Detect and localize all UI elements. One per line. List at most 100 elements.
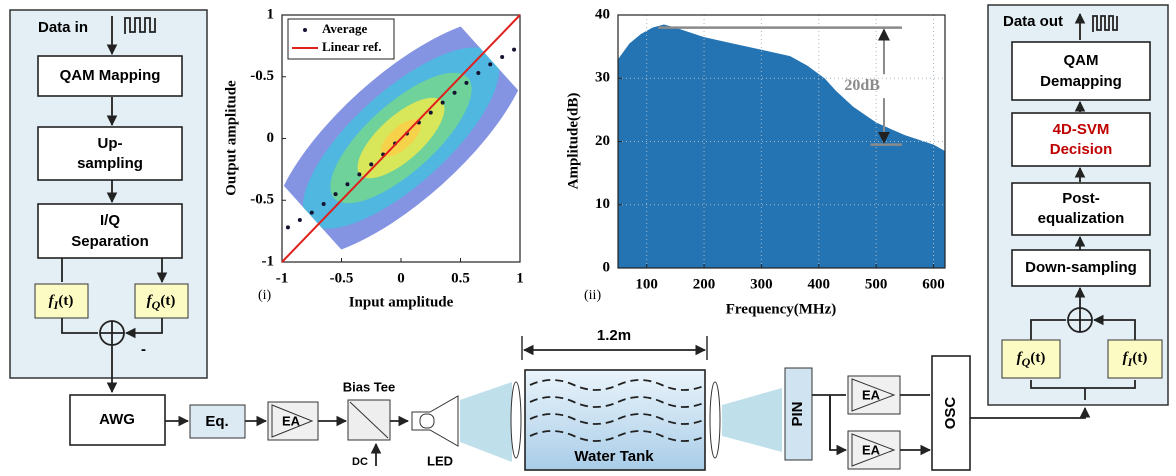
- x-tick-label: 500: [865, 276, 888, 292]
- average-point: [285, 225, 290, 230]
- legend-label: Average: [322, 21, 367, 36]
- block-label: Post-: [1062, 190, 1100, 207]
- tank-label: Water Tank: [574, 448, 654, 465]
- density-cloud: [271, 18, 531, 258]
- block-label: QAM Mapping: [60, 67, 161, 84]
- plot-frame: [281, 14, 521, 263]
- chart: 100 200 300 400 500 600 0 10 20 30 40 20dB: [595, 6, 946, 292]
- block-label: I/Q: [100, 212, 120, 229]
- f: f: [1123, 350, 1130, 366]
- block-label: Decision: [1050, 141, 1113, 158]
- average-point: [512, 47, 517, 52]
- sub: I: [53, 298, 60, 312]
- y-tick-label: 0: [603, 259, 611, 275]
- filter-label: fQ(t): [147, 293, 176, 311]
- data-in: Data in: [38, 19, 88, 36]
- dc: DC: [352, 456, 368, 468]
- average-point: [500, 54, 505, 59]
- filter-label: fQ(t): [1017, 350, 1046, 368]
- y-tick-label: 10: [595, 196, 610, 212]
- arg: (t): [1030, 350, 1045, 366]
- y-axis-label: Amplitude(dB): [565, 93, 581, 190]
- x-tick-label: 600: [922, 276, 945, 292]
- x-tick-label: 0.5: [451, 270, 470, 286]
- legend-swatch: [303, 28, 307, 32]
- pin: PIN: [789, 401, 806, 426]
- x-tick-label: 400: [808, 276, 831, 292]
- average-point: [476, 71, 481, 76]
- reference-line: [281, 14, 521, 263]
- osc: OSC: [942, 397, 959, 430]
- x-tick-label: 300: [750, 276, 773, 292]
- awg: AWG: [99, 411, 135, 428]
- y-tick-label: -0.5: [250, 192, 274, 208]
- x-axis-label: Frequency(MHz): [726, 301, 837, 317]
- f: f: [1017, 350, 1024, 366]
- led: LED: [427, 453, 453, 468]
- x-tick-label: 0: [397, 270, 405, 286]
- x-tick-label: -0.5: [330, 270, 354, 286]
- sub: Q: [152, 298, 161, 312]
- y-tick-label: 40: [595, 6, 610, 22]
- ea: EA: [282, 413, 301, 428]
- average-point: [428, 110, 433, 115]
- average-point: [452, 90, 457, 95]
- average-point: [488, 62, 493, 67]
- legend-label: Linear ref.: [322, 39, 381, 54]
- block-label: sampling: [77, 155, 143, 172]
- average-point: [369, 162, 374, 167]
- arg: (t): [160, 293, 175, 309]
- block-label: QAM: [1064, 52, 1099, 69]
- filter-label: fI(t): [1123, 350, 1148, 368]
- sub: Q: [1022, 355, 1031, 369]
- block-label: Separation: [71, 233, 149, 250]
- y-axis-label: Output amplitude: [223, 80, 239, 196]
- x-tick-label: 1: [516, 270, 524, 286]
- tx-panel: Data in QAM Mapping Up- sampling I/Q Sep…: [9, 9, 208, 394]
- average-point: [464, 80, 469, 85]
- filter-label: fI(t): [49, 293, 74, 311]
- ea: EA: [862, 442, 881, 457]
- average-point: [309, 210, 314, 215]
- sub: I: [1127, 355, 1134, 369]
- panel-label: (i): [258, 288, 272, 303]
- y-tick-label: 0: [267, 130, 275, 146]
- f: f: [49, 293, 56, 309]
- average-point: [321, 201, 326, 206]
- x-axis-label: Input amplitude: [349, 294, 454, 310]
- plot-frame: [617, 14, 946, 269]
- link: AWG Eq. EA Bias Tee DC LED Water Tank 1.…: [69, 327, 1091, 471]
- block-label: Demapping: [1040, 73, 1122, 90]
- x-tick-label: 100: [635, 276, 658, 292]
- y-tick-label: 30: [595, 70, 610, 86]
- f: f: [147, 293, 154, 309]
- spectrum-area: [618, 24, 945, 268]
- y-tick-label: 1: [267, 6, 275, 22]
- average-point: [345, 182, 350, 187]
- chart-labels: (i) Input amplitude Output amplitude (ii…: [223, 80, 836, 317]
- block-label: Down-sampling: [1025, 259, 1137, 276]
- average-point: [297, 218, 302, 223]
- chart: -1 -0.5 0 0.5 1 -1 -0.5 0 -0.5 1 Average Linear ref…: [250, 6, 524, 286]
- annotation-label: 20dB: [844, 77, 880, 94]
- block-label: 4D-SVM: [1053, 121, 1110, 138]
- arg: (t): [58, 293, 73, 309]
- x-tick-label: 200: [693, 276, 716, 292]
- arg: (t): [1132, 350, 1147, 366]
- x-tick-label: -1: [276, 270, 289, 286]
- eq: Eq.: [205, 413, 228, 430]
- block-label: equalization: [1038, 210, 1125, 227]
- panel-label: (ii): [584, 288, 601, 303]
- y-tick-label: 20: [595, 133, 610, 149]
- legend-box: [287, 18, 395, 60]
- rx-panel: Data out QAM Demapping 4D-SVM Decision P…: [987, 4, 1169, 406]
- y-tick-label: -1: [262, 253, 275, 269]
- bias-tee: Bias Tee: [343, 379, 396, 394]
- average-point: [357, 172, 362, 177]
- block-label: Up-: [98, 135, 123, 152]
- ea: EA: [862, 387, 881, 402]
- distance: 1.2m: [597, 327, 631, 344]
- average-point: [333, 192, 338, 197]
- y-tick-label: -0.5: [250, 68, 274, 84]
